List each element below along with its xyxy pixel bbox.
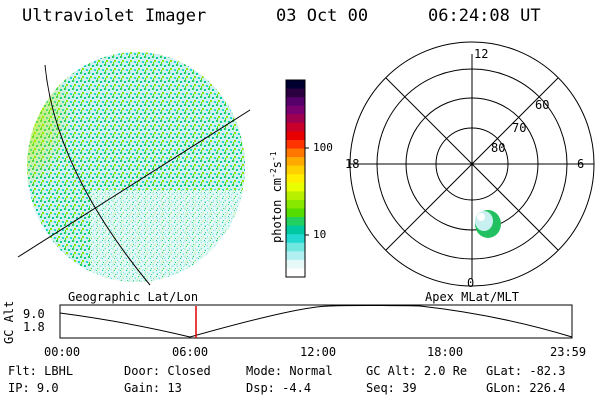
date-label: 03 Oct 00 xyxy=(276,6,369,26)
info-gain: Gain: 13 xyxy=(124,381,182,395)
colorbar-swatch xyxy=(286,80,305,90)
alt-tick-9: 9.0 xyxy=(23,307,45,321)
latitude-line xyxy=(17,109,251,258)
colorbar-swatch xyxy=(286,165,305,175)
orbit-altitude-curve xyxy=(59,305,573,338)
time-tick-0600: 06:00 xyxy=(172,345,209,359)
polar-diagonal-2 xyxy=(385,77,559,251)
colorbar-swatch xyxy=(286,114,305,124)
colorbar-swatch xyxy=(286,105,305,115)
colorbar-swatch xyxy=(286,139,305,150)
colorbar-frame xyxy=(285,79,306,278)
info-glat: GLat: -82.3 xyxy=(486,364,566,378)
colorbar-swatches xyxy=(286,80,305,278)
mlt-label-12: 12 xyxy=(474,47,489,61)
time-label: 06:24:08 UT xyxy=(428,6,541,26)
time-tick-1200: 12:00 xyxy=(300,345,337,359)
lat-label-80: 80 xyxy=(491,141,506,155)
mlt-label-6: 6 xyxy=(577,157,585,171)
orbit-plot-frame xyxy=(59,304,573,339)
colorbar-swatch xyxy=(286,131,305,141)
info-gc-alt: GC Alt: 2.0 Re xyxy=(366,364,468,378)
info-ip: IP: 9.0 xyxy=(8,381,59,395)
meridian-line xyxy=(44,64,151,286)
colorbar-swatch xyxy=(286,88,305,98)
colorbar-swatch xyxy=(286,122,305,132)
colorbar-swatch xyxy=(286,225,305,235)
colorbar-tick-label-100: 100 xyxy=(313,141,333,154)
info-dsp: Dsp: -4.4 xyxy=(246,381,312,395)
time-tick-2359: 23:59 xyxy=(550,345,587,359)
colorbar-swatch xyxy=(286,208,305,218)
lat-label-60: 60 xyxy=(535,98,550,112)
colorbar-swatch xyxy=(286,199,305,210)
polar-aurora-spot xyxy=(475,210,501,238)
lat-label-70: 70 xyxy=(512,121,527,135)
colorbar-swatch xyxy=(286,148,305,158)
info-seq: Seq: 39 xyxy=(366,381,417,395)
colorbar-swatch xyxy=(286,182,305,192)
colorbar-swatch xyxy=(286,97,305,107)
mlt-label-18: 18 xyxy=(345,157,360,171)
colorbar-swatch xyxy=(286,259,305,270)
colorbar-swatch xyxy=(286,157,305,167)
info-mode: Mode: Normal xyxy=(246,364,333,378)
time-tick-0000: 00:00 xyxy=(44,345,81,359)
alt-tick-1.8: 1.8 xyxy=(23,320,45,334)
info-flt: Flt: LBHL xyxy=(8,364,74,378)
info-door: Door: Closed xyxy=(124,364,211,378)
colorbar-swatch xyxy=(286,251,305,261)
geographic-title: Geographic Lat/Lon xyxy=(68,290,199,304)
colorbar-swatch xyxy=(286,191,305,201)
instrument-title: Ultraviolet Imager xyxy=(22,6,207,26)
colorbar-tick-label-10: 10 xyxy=(313,228,327,241)
apex-title: Apex MLat/MLT xyxy=(425,290,519,304)
info-glon: GLon: 226.4 xyxy=(486,381,566,395)
colorbar-swatch xyxy=(286,242,305,252)
time-tick-1800: 18:00 xyxy=(427,345,464,359)
colorbar-swatch xyxy=(286,217,305,227)
colorbar-swatch xyxy=(286,268,305,278)
colorbar-swatch xyxy=(286,174,305,184)
colorbar-swatch xyxy=(286,234,305,244)
mlt-label-0: 0 xyxy=(467,276,475,290)
